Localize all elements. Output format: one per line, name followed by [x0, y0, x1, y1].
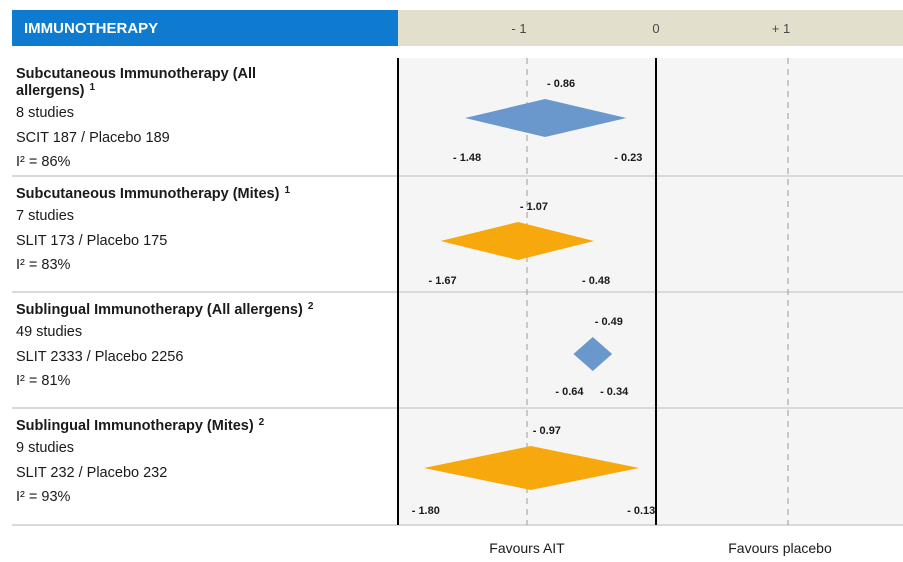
row-title: Subcutaneous Immunotherapy (All: [16, 66, 256, 82]
header-title: IMMUNOTHERAPY: [24, 20, 158, 37]
row-text-bg: [12, 58, 398, 176]
estimate-marks: - 0.86 - 1.48 - 0.23 - 1.07 - 1.67 - 0.48 - 0.…: [412, 78, 656, 517]
study-row: Sublingual Immunotherapy (Mites) 2 9 studi…: [12, 410, 398, 525]
row-studies: 9 studies: [16, 440, 74, 456]
row-superscript: 2: [308, 301, 314, 312]
axis-tick-labels: - 1 0 + 1: [511, 21, 790, 36]
row-title: Subcutaneous Immunotherapy (Mites) 1: [16, 185, 290, 202]
row-title: allergens) 1: [16, 82, 96, 99]
row-title: Sublingual Immunotherapy (All allergens)…: [16, 301, 314, 318]
row-superscript: 2: [259, 417, 265, 428]
effect-diamond: [423, 446, 640, 490]
effect-diamond: [465, 99, 627, 137]
ci-low-label: - 1.48: [453, 152, 481, 164]
row-title: Sublingual Immunotherapy (Mites) 2: [16, 417, 265, 434]
effect-diamond: [440, 222, 595, 260]
study-row: Subcutaneous Immunotherapy (Mites) 1 7 stu…: [12, 178, 398, 292]
row-participants: SLIT 2333 / Placebo 2256: [16, 349, 183, 365]
estimate-label: - 1.07: [520, 201, 548, 213]
row-studies: 8 studies: [16, 105, 74, 121]
effect-diamond: [573, 337, 613, 371]
axis-tick-label: + 1: [772, 21, 790, 36]
ci-high-label: - 0.48: [582, 275, 610, 287]
row-heterogeneity: I² = 83%: [16, 257, 71, 273]
ci-high-label: - 0.23: [614, 152, 642, 164]
row-studies: 49 studies: [16, 324, 82, 340]
axis-tick-label: - 1: [511, 21, 526, 36]
row-heterogeneity: I² = 86%: [16, 154, 71, 170]
row-text-bg: [12, 294, 398, 408]
row-studies: 7 studies: [16, 208, 74, 224]
estimate-label: - 0.49: [595, 316, 623, 328]
axis-header-bg: [398, 10, 903, 46]
row-participants: SLIT 173 / Placebo 175: [16, 233, 167, 249]
ci-low-label: - 1.80: [412, 505, 440, 517]
ci-low-label: - 0.64: [555, 386, 584, 398]
row-superscript: 1: [90, 82, 96, 93]
row-text-bg: [12, 410, 398, 525]
estimate-label: - 0.86: [547, 78, 575, 90]
ci-low-label: - 1.67: [428, 275, 456, 287]
estimate-label: - 0.97: [533, 425, 561, 437]
row-participants: SLIT 232 / Placebo 232: [16, 465, 167, 481]
study-row: Sublingual Immunotherapy (All allergens)…: [12, 294, 398, 408]
footer-favours-placebo: Favours placebo: [728, 540, 832, 556]
row-superscript: 1: [284, 185, 290, 196]
header-title-bg: [12, 10, 398, 46]
footer-favours-ait: Favours AIT: [489, 540, 565, 556]
study-row: Subcutaneous Immunotherapy (Allallergens…: [12, 58, 398, 176]
row-participants: SCIT 187 / Placebo 189: [16, 130, 170, 146]
study-rows: Subcutaneous Immunotherapy (Allallergens…: [12, 58, 903, 526]
axis-tick-label: 0: [652, 21, 659, 36]
row-text-bg: [12, 178, 398, 292]
row-heterogeneity: I² = 93%: [16, 489, 71, 505]
ci-high-label: - 0.34: [600, 386, 629, 398]
row-heterogeneity: I² = 81%: [16, 373, 71, 389]
ci-high-label: - 0.13: [627, 505, 655, 517]
